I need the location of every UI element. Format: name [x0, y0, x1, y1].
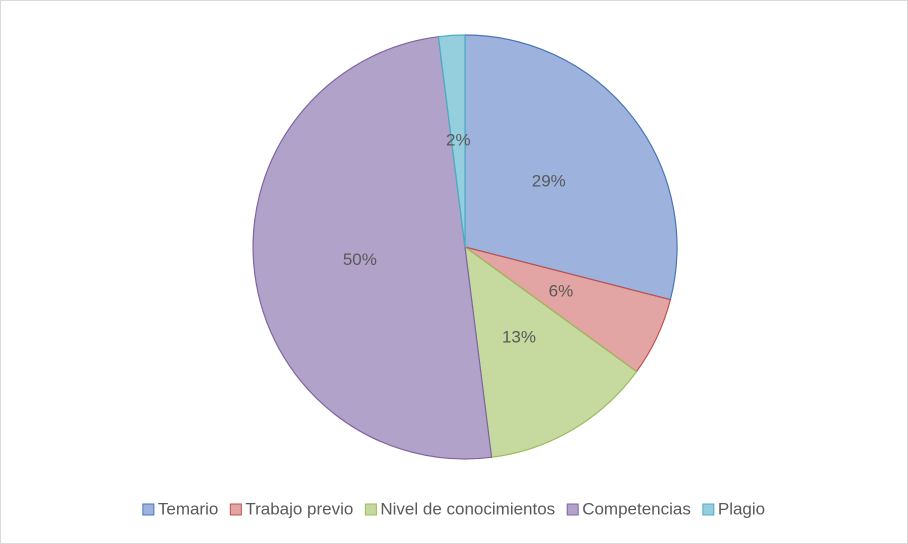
legend-label: Nivel de conocimientos: [380, 499, 555, 518]
data-label: 6%: [549, 282, 574, 301]
legend-label: Plagio: [718, 499, 765, 518]
pie-slice: [464, 34, 678, 301]
legend-swatch: [142, 503, 155, 516]
legend-label: Trabajo previo: [245, 499, 353, 518]
legend-label: Competencias: [582, 499, 691, 518]
legend-swatch: [566, 503, 579, 516]
legend-swatch: [702, 503, 715, 516]
data-label: 13%: [502, 328, 536, 347]
pie-slice: [252, 35, 493, 460]
data-label: 29%: [532, 172, 566, 191]
pie-slice: [437, 34, 466, 248]
data-label: 50%: [343, 250, 377, 269]
legend-swatch: [229, 503, 242, 516]
legend-label: Temario: [158, 499, 218, 518]
data-label: 2%: [446, 131, 471, 150]
legend-swatch: [364, 503, 377, 516]
pie-slice: [464, 245, 638, 458]
